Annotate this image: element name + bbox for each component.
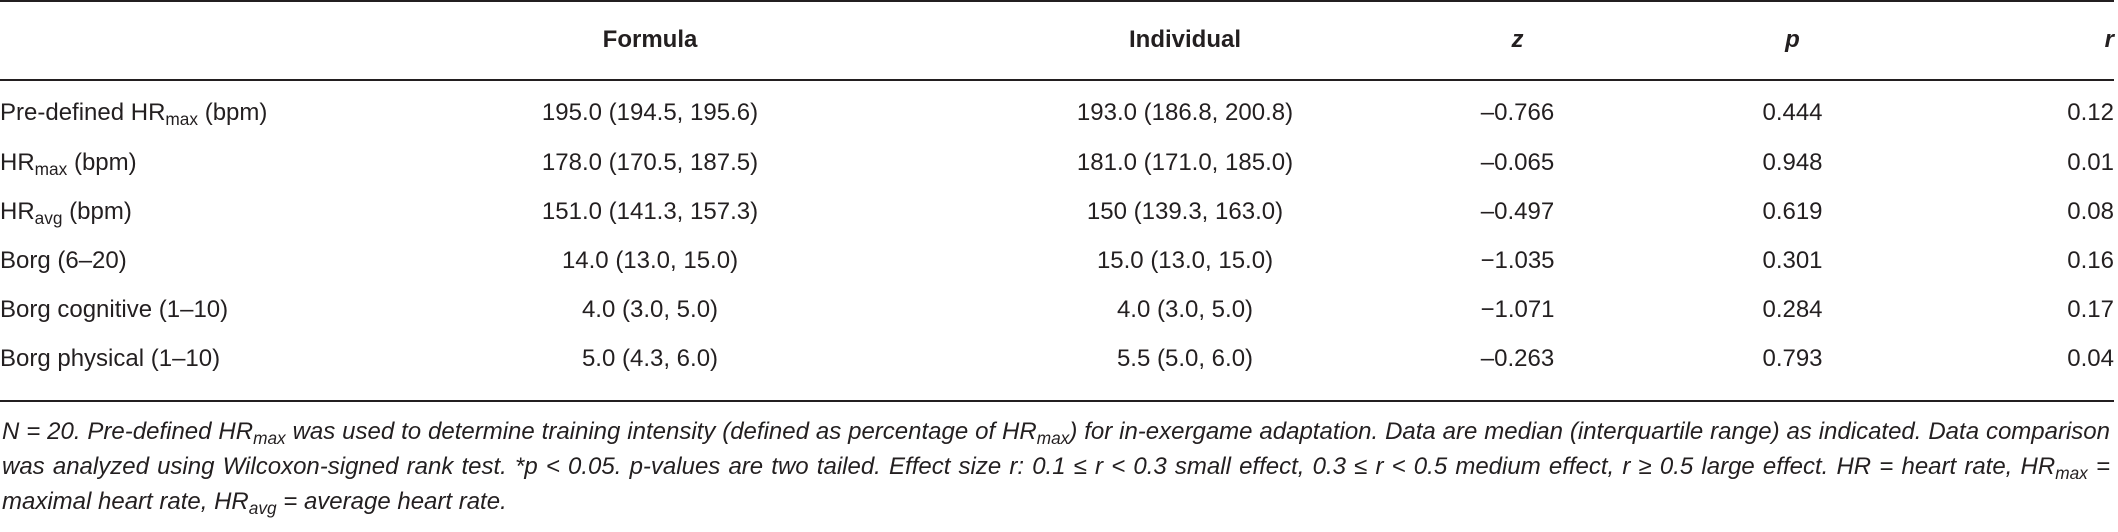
column-header-individual: Individual xyxy=(1128,26,1241,53)
footnote-text: = maximal heart rate, HR xyxy=(2,453,2110,515)
cell-p: 0.284 xyxy=(1762,295,1823,323)
row-label: Borg physical (1–10) xyxy=(0,334,330,383)
footnote-text: N = 20. Pre-defined HR xyxy=(2,418,254,445)
row-label-main: Borg physical (1–10) xyxy=(0,344,221,372)
column-header-r: r xyxy=(2104,26,2114,53)
results-table: Formula Individual z p r Pre-defined HRm… xyxy=(0,0,2114,383)
table-row: Borg physical (1–10) 5.0 (4.3, 6.0) 5.5 … xyxy=(0,334,2114,383)
cell-formula: 195.0 (194.5, 195.6) xyxy=(541,99,759,126)
row-label: Borg (6–20) xyxy=(0,236,330,285)
row-label: HRavg (bpm) xyxy=(0,187,330,236)
cell-p: 0.444 xyxy=(1762,99,1823,126)
footnote-text: was used to determine training intensity… xyxy=(285,418,1037,445)
cell-z: –0.065 xyxy=(1480,148,1555,176)
cell-individual: 5.5 (5.0, 6.0) xyxy=(1116,344,1254,372)
column-header-variable xyxy=(0,0,330,80)
table-row: HRavg (bpm) 151.0 (141.3, 157.3) 150 (13… xyxy=(0,187,2114,236)
cell-r: 0.04 xyxy=(2067,344,2114,372)
column-header-z: z xyxy=(1511,26,1524,53)
row-label-main: Pre-defined HR xyxy=(0,99,166,126)
cell-p: 0.948 xyxy=(1762,148,1823,176)
cell-r: 0.16 xyxy=(2067,246,2114,274)
cell-z: –0.766 xyxy=(1480,99,1555,126)
table-bottom-rule xyxy=(0,400,2114,402)
row-label-unit: (bpm) xyxy=(198,99,268,126)
table-header-row: Formula Individual z p r xyxy=(0,0,2114,80)
row-label-main: HR xyxy=(0,148,35,176)
row-label-unit: (bpm) xyxy=(62,197,132,225)
cell-p: 0.793 xyxy=(1762,344,1823,372)
table-footnote: N = 20. Pre-defined HRmax was used to de… xyxy=(2,414,2110,519)
cell-formula: 14.0 (13.0, 15.0) xyxy=(561,246,739,274)
row-label: HRmax (bpm) xyxy=(0,138,330,187)
cell-r: 0.17 xyxy=(2067,295,2114,323)
footnote-subscript: max xyxy=(2055,463,2088,484)
cell-z: −1.035 xyxy=(1480,246,1555,274)
footnote-subscript: max xyxy=(253,428,286,449)
cell-z: –0.263 xyxy=(1480,344,1555,372)
cell-individual: 193.0 (186.8, 200.8) xyxy=(1076,99,1294,126)
table-row: Borg (6–20) 14.0 (13.0, 15.0) 15.0 (13.0… xyxy=(0,236,2114,285)
row-label-subscript: avg xyxy=(34,207,63,228)
row-label-main: HR xyxy=(0,197,35,225)
column-header-formula: Formula xyxy=(602,26,698,53)
cell-p: 0.619 xyxy=(1762,197,1823,225)
cell-individual: 4.0 (3.0, 5.0) xyxy=(1116,295,1254,323)
cell-individual: 15.0 (13.0, 15.0) xyxy=(1096,246,1274,274)
footnote-text: = average heart rate. xyxy=(276,488,507,515)
table-row: HRmax (bpm) 178.0 (170.5, 187.5) 181.0 (… xyxy=(0,138,2114,187)
table-row: Pre-defined HRmax (bpm) 195.0 (194.5, 19… xyxy=(0,80,2114,138)
cell-z: –0.497 xyxy=(1480,197,1555,225)
cell-r: 0.01 xyxy=(2067,148,2114,176)
row-label: Borg cognitive (1–10) xyxy=(0,285,330,334)
cell-individual: 150 (139.3, 163.0) xyxy=(1086,197,1284,225)
footnote-text: ) for in-exergame adaptation. Data are m… xyxy=(2,418,2111,480)
column-header-p: p xyxy=(1785,26,1800,53)
cell-r: 0.12 xyxy=(2067,99,2114,126)
cell-formula: 178.0 (170.5, 187.5) xyxy=(541,148,759,176)
row-label-main: Borg cognitive (1–10) xyxy=(0,295,229,323)
row-label-subscript: max xyxy=(34,158,68,179)
row-label-main: Borg (6–20) xyxy=(0,246,127,274)
cell-r: 0.08 xyxy=(2067,197,2114,225)
footnote-subscript: max xyxy=(1036,428,1070,449)
footnote-subscript: avg xyxy=(248,498,277,519)
table-header-rule xyxy=(0,79,2114,81)
cell-z: −1.071 xyxy=(1480,295,1555,323)
cell-formula: 151.0 (141.3, 157.3) xyxy=(541,197,759,225)
cell-formula: 4.0 (3.0, 5.0) xyxy=(581,295,719,323)
table-top-rule xyxy=(0,0,2114,2)
table-row: Borg cognitive (1–10) 4.0 (3.0, 5.0) 4.0… xyxy=(0,285,2114,334)
row-label-subscript: max xyxy=(165,109,199,130)
cell-p: 0.301 xyxy=(1762,246,1823,274)
cell-formula: 5.0 (4.3, 6.0) xyxy=(581,344,719,372)
cell-individual: 181.0 (171.0, 185.0) xyxy=(1076,148,1294,176)
row-label: Pre-defined HRmax (bpm) xyxy=(0,80,330,138)
row-label-unit: (bpm) xyxy=(67,148,137,176)
